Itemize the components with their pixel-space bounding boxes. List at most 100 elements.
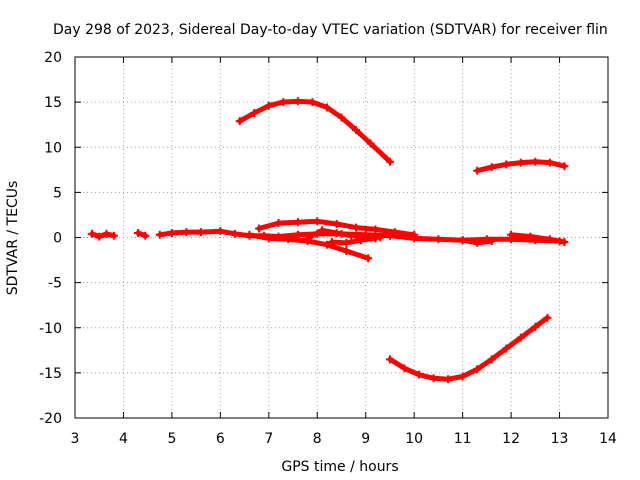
data-point — [531, 322, 540, 331]
x-tick-label: 13 — [551, 431, 569, 447]
data-point — [95, 232, 104, 241]
x-tick-label: 5 — [167, 431, 176, 447]
data-point — [356, 236, 365, 245]
data-point — [109, 231, 118, 240]
data-point — [366, 139, 375, 148]
x-tick-label: 4 — [119, 431, 128, 447]
data-point — [560, 238, 569, 247]
data-point — [279, 98, 288, 107]
x-tick-label: 8 — [313, 431, 322, 447]
data-point — [531, 157, 540, 166]
y-tick-label: 5 — [53, 185, 62, 201]
data-point — [342, 247, 351, 256]
y-tick-label: 15 — [44, 95, 62, 111]
series-arc-low — [387, 315, 550, 382]
data-point — [364, 254, 373, 263]
data-point — [293, 97, 302, 106]
data-point — [245, 230, 254, 239]
y-tick-label: 10 — [44, 140, 62, 156]
data-point — [444, 375, 453, 384]
series-layer — [87, 97, 569, 384]
series-end-seg — [508, 232, 567, 245]
data-point — [155, 230, 164, 239]
data-point — [560, 162, 569, 171]
data-point — [507, 230, 516, 239]
data-point — [216, 227, 225, 236]
data-point — [102, 229, 111, 238]
y-axis-label: SDTVAR / TECUs — [5, 181, 21, 296]
x-tick-label: 3 — [71, 431, 80, 447]
y-tick-label: -20 — [39, 411, 62, 427]
data-point — [337, 113, 346, 122]
data-point — [543, 313, 552, 322]
data-point — [250, 108, 259, 117]
y-tick-label: -10 — [39, 321, 62, 337]
ticks: 3 4 5 6 7 8 9 10 11 12 13 14 -20 -15 -10 -5 0 5 10 15 20 — [39, 50, 617, 447]
data-point — [516, 158, 525, 167]
x-tick-label: 9 — [361, 431, 370, 447]
data-point — [332, 219, 341, 228]
data-point — [332, 228, 341, 237]
data-point — [502, 344, 511, 353]
data-point — [371, 225, 380, 234]
data-point — [487, 237, 496, 246]
data-point — [308, 98, 317, 107]
data-point — [352, 223, 361, 232]
data-point — [235, 117, 244, 126]
data-point — [318, 226, 327, 235]
data-point — [545, 235, 554, 244]
data-point — [385, 157, 394, 166]
data-point — [545, 158, 554, 167]
data-point — [415, 370, 424, 379]
data-point — [502, 160, 511, 169]
data-point — [274, 219, 283, 228]
data-point — [264, 101, 273, 110]
x-tick-label: 14 — [599, 431, 617, 447]
chart-title: Day 298 of 2023, Sidereal Day-to-day VTE… — [53, 22, 608, 38]
data-point — [264, 234, 273, 243]
x-tick-label: 11 — [454, 431, 472, 447]
data-point — [322, 240, 331, 249]
data-point — [141, 231, 150, 240]
data-point — [167, 228, 176, 237]
data-point — [313, 217, 322, 226]
x-tick-label: 10 — [405, 431, 423, 447]
data-point — [458, 372, 467, 381]
data-point — [516, 333, 525, 342]
data-point — [342, 238, 351, 247]
data-point — [473, 238, 482, 247]
data-point — [182, 228, 191, 237]
data-point — [473, 365, 482, 374]
y-tick-label: -15 — [39, 366, 62, 382]
data-point — [133, 228, 142, 237]
x-tick-label: 12 — [502, 431, 520, 447]
x-tick-label: 6 — [216, 431, 225, 447]
data-point — [255, 224, 264, 233]
data-point — [487, 163, 496, 172]
data-point — [284, 235, 293, 244]
y-tick-label: 20 — [44, 50, 62, 66]
y-tick-label: -5 — [48, 276, 62, 292]
data-point — [429, 374, 438, 383]
data-point — [347, 231, 356, 240]
data-point — [434, 235, 443, 244]
x-tick-label: 7 — [264, 431, 273, 447]
data-point — [230, 229, 239, 238]
y-tick-label: 0 — [53, 231, 62, 247]
data-point — [87, 229, 96, 238]
data-point — [352, 126, 361, 135]
data-point — [327, 238, 336, 247]
x-axis-label: GPS time / hours — [281, 459, 398, 475]
data-point — [293, 230, 302, 239]
series-arc-high — [237, 98, 393, 165]
data-point — [385, 355, 394, 364]
series-tail-lower — [329, 235, 378, 246]
data-point — [293, 218, 302, 227]
data-point — [371, 234, 380, 243]
data-point — [473, 166, 482, 175]
data-point — [410, 230, 419, 239]
data-point — [322, 103, 331, 112]
data-point — [526, 232, 535, 241]
data-point — [487, 355, 496, 364]
